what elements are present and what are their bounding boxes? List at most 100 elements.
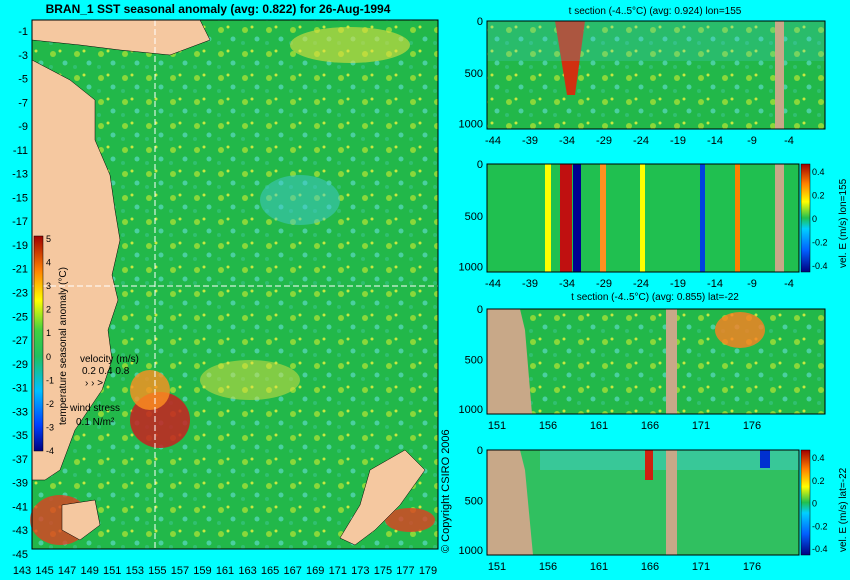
panel2-frame (486, 163, 800, 273)
map-y-tick-label: -3 (18, 50, 28, 62)
section-x-tick-label: -29 (596, 278, 612, 290)
map-x-tick-label: 147 (58, 565, 76, 577)
panel2-band (600, 164, 606, 272)
section-colorbar-tick: 0 (812, 214, 817, 224)
panel4-land-west (487, 450, 533, 555)
wind-legend-value: 0.1 N/m² (76, 417, 115, 428)
panel2-plot (486, 163, 800, 273)
map-x-tick-label: 177 (396, 565, 414, 577)
section-colorbar-tick: 0.4 (812, 453, 825, 463)
section-x-tick-label: -19 (670, 135, 686, 147)
anomaly-colorbar (33, 235, 44, 452)
section-x-tick-label: -9 (747, 278, 757, 290)
map-y-tick-label: -23 (12, 288, 28, 300)
map-x-tick-label: 163 (238, 565, 256, 577)
section-colorbar-tick: -0.2 (812, 521, 828, 531)
panel1-field (487, 21, 825, 129)
panel1-ticks: 0 500 1000-44 -39 -34 -29 -24 -19 -14 -9 -4 (459, 16, 794, 147)
panel4-plot (486, 449, 800, 556)
land-new-guinea (31, 19, 211, 56)
map-y-tick-label: -1 (18, 26, 28, 38)
map-y-tick-label: -25 (12, 311, 28, 323)
map-y-tick-label: -7 (18, 97, 28, 109)
map-y-tick-label: -21 (12, 264, 28, 276)
section-x-tick-label: 151 (488, 420, 506, 432)
anomaly-patch (130, 370, 170, 410)
anomaly-colorbar-tick: 0 (46, 352, 51, 362)
section-x-tick-label: -24 (633, 135, 649, 147)
section-x-tick-label: 166 (641, 561, 659, 573)
section-x-tick-label: 176 (743, 561, 761, 573)
map-x-tick-label: 159 (193, 565, 211, 577)
panel4-colorbar (800, 449, 811, 556)
section-y-tick-label: 500 (465, 211, 483, 223)
map-x-tick-label: 161 (216, 565, 234, 577)
panel4-land-gap (666, 450, 677, 555)
panel4-band-cool (760, 450, 770, 468)
anomaly-colorbar-tick: 4 (46, 258, 51, 268)
velocity-legend-arrows: › › > (85, 378, 103, 389)
map-y-tick-label: -13 (12, 169, 28, 181)
map-y-tick-label: -29 (12, 359, 28, 371)
map-y-tick-label: -45 (12, 549, 28, 561)
anomaly-patch-cool (260, 175, 340, 225)
map-y-tick-label: -15 (12, 192, 28, 204)
section-x-tick-label: 171 (692, 561, 710, 573)
map-plot (30, 19, 439, 550)
map-x-tick-label: 169 (306, 565, 324, 577)
section-y-tick-label: 500 (465, 495, 483, 507)
section-x-tick-label: 176 (743, 420, 761, 432)
map-x-tick-label: 157 (171, 565, 189, 577)
anomaly-patch-warm (385, 508, 435, 532)
section-x-tick-label: -9 (747, 135, 757, 147)
panel3-plot (486, 308, 826, 415)
copyright-text: © Copyright CSIRO 2006 (440, 429, 452, 553)
section-y-tick-label: 1000 (459, 119, 483, 131)
section-y-tick-label: 1000 (459, 545, 483, 557)
map-x-tick-label: 143 (13, 565, 31, 577)
section-x-tick-label: 151 (488, 561, 506, 573)
map-x-tick-label: 167 (283, 565, 301, 577)
section-x-tick-label: -34 (559, 278, 575, 290)
anomaly-colorbar-tick: -3 (46, 422, 54, 432)
anomaly-colorbar-tick: -1 (46, 375, 54, 385)
anomaly-colorbar-tick: -2 (46, 399, 54, 409)
section-x-tick-label: 161 (590, 561, 608, 573)
panel1-plot (486, 20, 826, 130)
map-y-tick-label: -17 (12, 216, 28, 228)
panel2-band-warm (560, 164, 572, 272)
map-y-tick-label: -31 (12, 383, 28, 395)
map-x-tick-label: 153 (126, 565, 144, 577)
section-colorbar-tick: 0.4 (812, 167, 825, 177)
map-y-tick-label: -5 (18, 74, 28, 86)
anomaly-patch (200, 360, 300, 400)
section-x-tick-label: -4 (784, 278, 794, 290)
section-colorbar-tick: -0.4 (812, 261, 828, 271)
panel2-band (735, 164, 740, 272)
map-y-tick-label: -27 (12, 335, 28, 347)
panel1-surface-layer (487, 21, 825, 61)
map-y-ticks: -1 -3 -5 -7 -9 -11 -13 -15 -17 -19 -21 -23 -25 -27 -29… (12, 26, 28, 561)
section-x-tick-label: 156 (539, 561, 557, 573)
map-frame (31, 19, 439, 550)
map-x-tick-label: 171 (329, 565, 347, 577)
velocity-legend-values: 0.2 0.4 0.8 (82, 366, 130, 377)
anomaly-colorbar-tick: 1 (46, 328, 51, 338)
section-x-tick-label: -14 (707, 135, 723, 147)
map-x-tick-label: 145 (35, 565, 53, 577)
map-x-ticks: 143 145 147 149 151 153 155 157 159 161 163 165 167 1… (13, 565, 437, 577)
panel4-ticks: 0 500 1000 151 156 161 166 171 176 0.4 0.2 0 -0.2 -0.… (459, 445, 828, 573)
map-y-tick-label: -37 (12, 454, 28, 466)
section-colorbar-tick: -0.2 (812, 238, 828, 248)
map-x-tick-label: 179 (419, 565, 437, 577)
panel3-ticks: 0 500 1000 151 156 161 166 171 176 (459, 304, 762, 432)
section-x-tick-label: -44 (485, 135, 501, 147)
panel4-frame (486, 449, 800, 556)
map-y-tick-label: -11 (13, 145, 28, 157)
panel2-band (640, 164, 645, 272)
anomaly-colorbar-ticks: 5 4 3 2 1 0 -1 -2 -3 -4 (46, 234, 54, 456)
map-y-tick-label: -33 (12, 406, 28, 418)
section-y-tick-label: 500 (465, 354, 483, 366)
map-y-tick-label: -19 (12, 240, 28, 252)
